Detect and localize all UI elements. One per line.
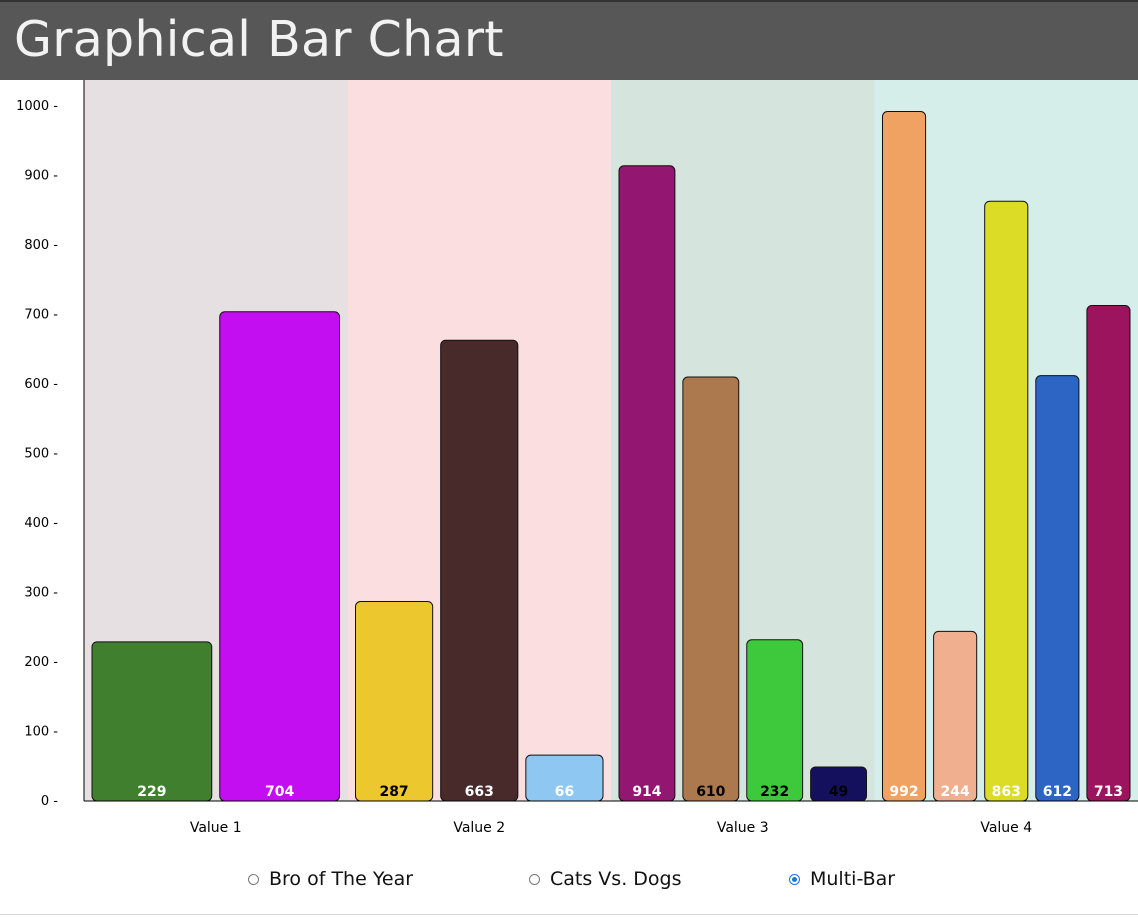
bar-value-label: 229 bbox=[137, 784, 166, 800]
bar-value-label: 66 bbox=[555, 784, 574, 800]
bar-value-label: 610 bbox=[696, 784, 725, 800]
radio-multi-bar[interactable]: Multi-Bar bbox=[789, 868, 895, 890]
x-category-label: Value 3 bbox=[717, 820, 769, 836]
divider bbox=[0, 914, 1138, 915]
bar bbox=[219, 311, 340, 802]
bar bbox=[682, 376, 740, 802]
bar-value-label: 663 bbox=[465, 784, 494, 800]
page-title: Graphical Bar Chart bbox=[14, 11, 504, 68]
y-tick-label: 500 - bbox=[24, 447, 58, 462]
bar-value-label: 244 bbox=[941, 784, 970, 800]
bar-value-label: 49 bbox=[829, 784, 848, 800]
radio-label: Multi-Bar bbox=[810, 868, 896, 890]
y-tick-label: 1000 - bbox=[16, 99, 58, 114]
radio-label: Cats Vs. Dogs bbox=[550, 868, 682, 890]
y-tick-label: 900 - bbox=[24, 169, 58, 184]
bar bbox=[91, 641, 213, 802]
y-tick-label: 0 - bbox=[41, 794, 58, 809]
app-header: Graphical Bar Chart bbox=[0, 0, 1138, 80]
bar-value-label: 713 bbox=[1094, 784, 1123, 800]
radio-indicator[interactable] bbox=[529, 873, 540, 885]
chart-selector: Bro of The Year Cats Vs. Dogs Multi-Bar bbox=[0, 862, 1138, 902]
y-tick-label: 300 - bbox=[24, 586, 58, 601]
bar-value-label: 287 bbox=[379, 784, 408, 800]
bar-value-label: 612 bbox=[1043, 784, 1072, 800]
radio-indicator[interactable] bbox=[248, 873, 259, 885]
bar-chart: 0 - 100 - 200 - 300 - 400 - 500 - 600 - 700 - 80… bbox=[16, 80, 1138, 836]
bar bbox=[882, 111, 927, 802]
y-tick-label: 600 - bbox=[24, 377, 58, 392]
bar-value-label: 704 bbox=[265, 784, 294, 800]
bar-value-label: 232 bbox=[760, 784, 789, 800]
radio-cats-vs-dogs[interactable]: Cats Vs. Dogs bbox=[529, 868, 682, 890]
bar bbox=[984, 200, 1029, 802]
x-category-label: Value 1 bbox=[190, 820, 242, 836]
bar-value-label: 992 bbox=[889, 784, 918, 800]
bar-value-label: 914 bbox=[632, 784, 661, 800]
bar bbox=[355, 601, 434, 802]
radio-indicator[interactable] bbox=[789, 873, 800, 885]
bar-value-label: 863 bbox=[992, 784, 1021, 800]
bar bbox=[440, 339, 519, 802]
y-tick-label: 200 - bbox=[24, 655, 58, 670]
bar bbox=[1086, 304, 1131, 802]
radio-label: Bro of The Year bbox=[269, 868, 414, 890]
x-category-label: Value 4 bbox=[980, 820, 1032, 836]
bar bbox=[1035, 375, 1080, 802]
bar bbox=[933, 630, 978, 802]
y-tick-label: 700 - bbox=[24, 308, 58, 323]
y-tick-label: 100 - bbox=[24, 725, 58, 740]
bar bbox=[618, 165, 676, 802]
y-tick-label: 800 - bbox=[24, 238, 58, 253]
radio-bro-of-the-year[interactable]: Bro of The Year bbox=[248, 868, 413, 890]
x-category-label: Value 2 bbox=[453, 820, 505, 836]
y-tick-label: 400 - bbox=[24, 516, 58, 531]
bar bbox=[746, 639, 804, 802]
